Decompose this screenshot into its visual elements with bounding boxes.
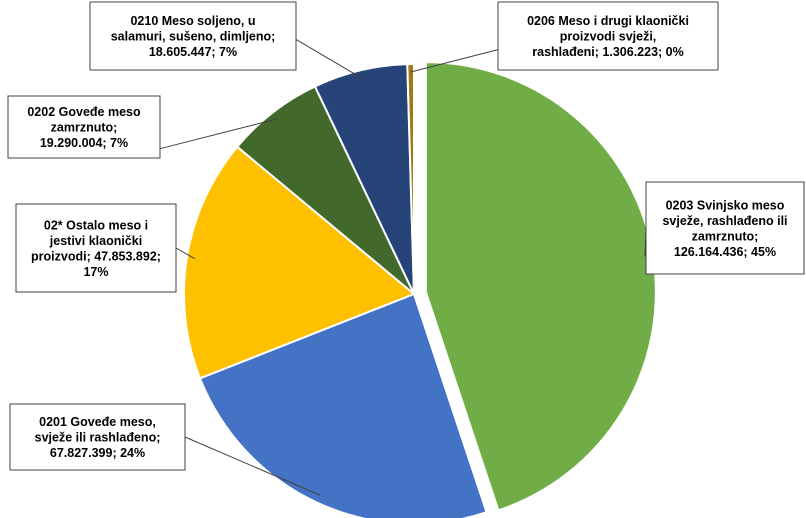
data-label-line: 02* Ostalo meso i	[44, 218, 148, 232]
data-label-0201: 0201 Goveđe meso, svježe ili rashlađeno; 6…	[35, 415, 161, 460]
pie-slice-0201	[198, 292, 488, 518]
leader-line	[159, 118, 278, 150]
data-label-0206: 0206 Meso i drugi klaonički proizvodi svj…	[527, 14, 689, 59]
data-label-box	[15, 203, 177, 293]
data-label-line: 19.290.004; 7%	[40, 136, 128, 150]
leader-line	[410, 49, 499, 73]
data-labels: 0203 Svinjsko meso svježe, rashlađeno ili…	[7, 1, 805, 471]
data-label-line: proizvodi svježi,	[560, 30, 657, 44]
data-label-line: zamrznuto;	[51, 121, 118, 135]
data-label-box	[497, 1, 719, 71]
data-label-line: 17%	[83, 265, 108, 279]
leader-line	[295, 38, 363, 79]
data-label-box	[7, 95, 161, 159]
data-label-0202: 0202 Goveđe meso zamrznuto; 19.290.004; 7%	[27, 105, 141, 150]
data-label-line: zamrznuto;	[692, 229, 759, 243]
leader-line	[175, 247, 196, 260]
leader-line	[184, 436, 321, 496]
data-label-0210: 0210 Meso soljeno, u salamuri, sušeno, di…	[111, 14, 276, 59]
data-label-line: rashlađeni; 1.306.223; 0%	[532, 45, 683, 59]
data-label-0203: 0203 Svinjsko meso svježe, rashlađeno ili…	[662, 198, 787, 259]
data-label-line: 0210 Meso soljeno, u	[130, 14, 255, 28]
pie-slice-02star	[183, 145, 416, 380]
data-label-line: jestivi klaonički	[49, 234, 142, 248]
data-label-box	[89, 1, 297, 71]
data-label-line: salamuri, sušeno, dimljeno;	[111, 30, 276, 44]
data-label-line: 0206 Meso i drugi klaonički	[527, 14, 689, 28]
data-label-line: 0202 Goveđe meso	[27, 105, 141, 119]
data-label-line: 0201 Goveđe meso,	[39, 415, 156, 429]
data-label-box	[9, 403, 186, 471]
data-label-line: 18.605.447; 7%	[149, 45, 237, 59]
pie-slices	[183, 61, 657, 518]
data-label-line: 67.827.399; 24%	[50, 446, 145, 460]
data-label-line: svježe ili rashlađeno;	[35, 431, 161, 445]
data-label-line: proizvodi; 47.853.892;	[31, 249, 161, 263]
data-label-line: 0203 Svinjsko meso	[666, 198, 785, 212]
data-label-box	[645, 181, 805, 275]
data-label-02star: 02* Ostalo meso i jestivi klaonički proizv…	[31, 218, 161, 279]
data-label-line: svježe, rashlađeno ili	[662, 214, 787, 228]
data-label-line: 126.164.436; 45%	[674, 245, 776, 259]
pie-slice-0206	[406, 62, 415, 295]
